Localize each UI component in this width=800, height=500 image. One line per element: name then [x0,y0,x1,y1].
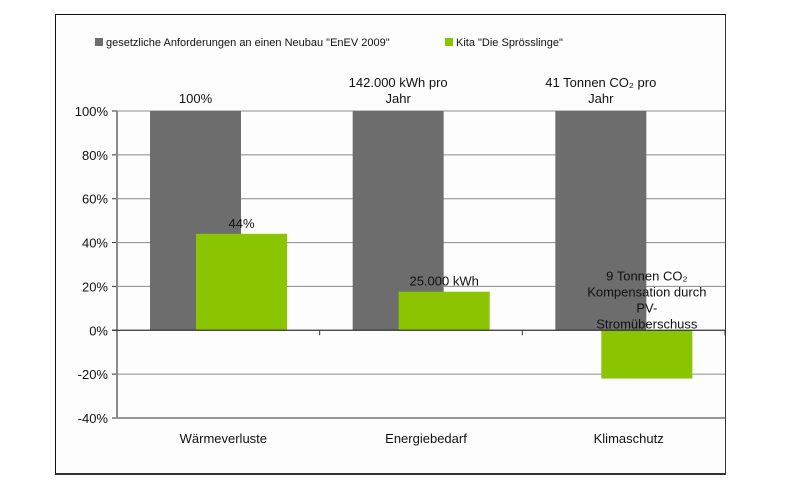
data-label-kita: 25.000 kWh [409,274,478,289]
data-label-line: Stromüberschuss [596,316,698,331]
y-tick-label: 100% [75,104,109,119]
bar-kita [398,291,490,331]
legend-label-kita: Kita "Die Sprösslinge" [456,37,563,49]
y-tick-label: -40% [78,411,109,426]
data-label-line: Kompensation durch [587,284,706,299]
data-label-enev: 100% [179,91,213,106]
data-label-line: 25.000 kWh [409,274,478,289]
y-tick-label: 80% [82,148,108,163]
y-tick-label: 0% [89,323,108,338]
data-labels: Wärmeverluste Energiebedarf Klimaschutz 100… [179,75,707,446]
data-label-line: 41 Tonnen CO₂ pro [545,75,656,90]
y-tick-label: 40% [82,236,108,251]
category-label: Energiebedarf [385,431,467,446]
data-label-line: PV- [636,300,657,315]
legend-swatch-kita [445,38,453,46]
bar-kita [196,233,287,331]
data-label-line: Jahr [386,91,412,106]
y-tick-label: 60% [82,192,108,207]
y-tick-label: -20% [78,367,109,382]
bar-enev [555,111,647,331]
bars [150,111,693,379]
legend: gesetzliche Anforderungen an einen Neuba… [95,37,563,49]
data-label-enev: 41 Tonnen CO₂ pro Jahr [545,75,656,106]
data-label-line: 100% [179,91,213,106]
bar-kita [601,330,693,379]
axes: -40% -20% 0% 20% 40% 60% 80% 100% [75,104,726,426]
legend-swatch-enev [95,38,103,46]
y-tick-label: 20% [82,279,108,294]
data-label-kita: 9 Tonnen CO₂ Kompensation durch PV-Stromüb… [587,268,706,331]
data-label-line: 142.000 kWh pro [349,75,448,90]
category-label: Klimaschutz [594,431,664,446]
data-label-kita: 44% [228,216,254,231]
data-label-line: Jahr [588,91,614,106]
legend-label-enev: gesetzliche Anforderungen an einen Neuba… [106,37,390,49]
data-label-enev: 142.000 kWh pro Jahr [349,75,448,106]
data-label-line: 44% [228,216,254,231]
category-label: Wärmeverluste [180,431,267,446]
data-label-line: 9 Tonnen CO₂ [606,268,687,283]
